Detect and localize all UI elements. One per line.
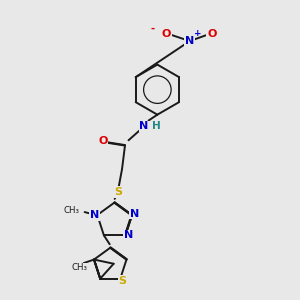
Text: -: - bbox=[150, 23, 155, 33]
Text: N: N bbox=[90, 210, 100, 220]
Text: H: H bbox=[152, 121, 161, 130]
Text: N: N bbox=[140, 122, 149, 131]
Text: O: O bbox=[207, 29, 217, 39]
Text: CH₃: CH₃ bbox=[72, 263, 88, 272]
Text: N: N bbox=[130, 208, 139, 219]
Text: S: S bbox=[118, 276, 127, 286]
Text: S: S bbox=[114, 187, 122, 197]
Text: N: N bbox=[185, 36, 194, 46]
Text: O: O bbox=[98, 136, 108, 146]
Text: CH₃: CH₃ bbox=[64, 206, 80, 214]
Text: N: N bbox=[124, 230, 133, 240]
Text: O: O bbox=[161, 29, 171, 39]
Text: +: + bbox=[194, 29, 202, 38]
